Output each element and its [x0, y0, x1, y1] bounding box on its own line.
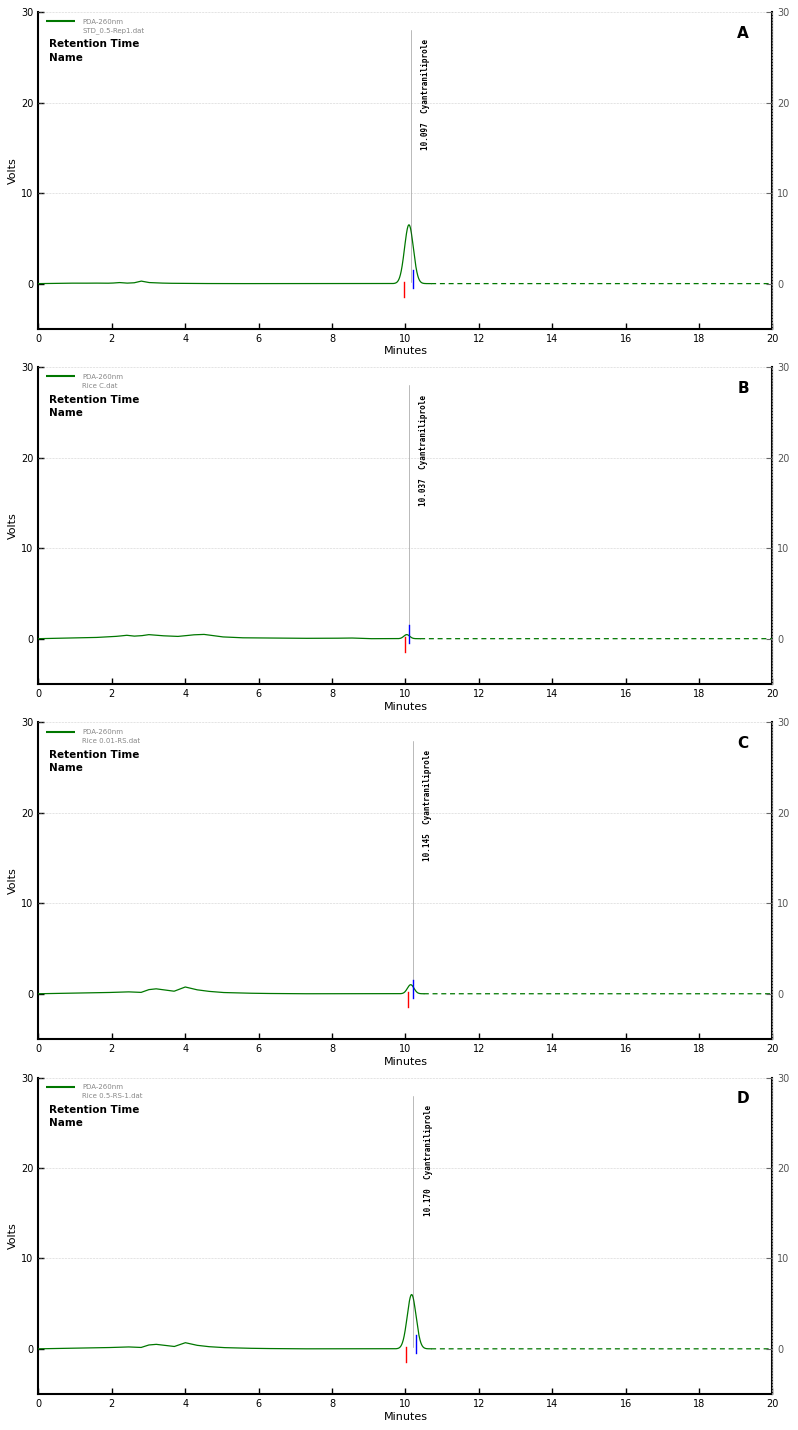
X-axis label: Minutes: Minutes	[383, 1411, 428, 1421]
Text: Name: Name	[49, 1118, 83, 1128]
X-axis label: Minutes: Minutes	[383, 1057, 428, 1067]
Text: Retention Time: Retention Time	[49, 40, 140, 50]
Text: Rice 0.5-RS-1.dat: Rice 0.5-RS-1.dat	[82, 1093, 143, 1098]
Text: Retention Time: Retention Time	[49, 1104, 140, 1114]
Text: PDA-260nm: PDA-260nm	[82, 1084, 124, 1090]
Text: Retention Time: Retention Time	[49, 395, 140, 405]
Text: Rice C.dat: Rice C.dat	[82, 383, 118, 389]
Text: PDA-260nm: PDA-260nm	[82, 729, 124, 735]
Y-axis label: Volts: Volts	[8, 157, 18, 184]
Text: PDA-260nm: PDA-260nm	[82, 373, 124, 380]
Text: PDA-260nm: PDA-260nm	[82, 19, 124, 24]
Y-axis label: Volts: Volts	[8, 868, 18, 894]
Text: Retention Time: Retention Time	[49, 749, 140, 759]
Text: 10.097  Cyantraniliprole: 10.097 Cyantraniliprole	[421, 40, 430, 150]
Text: B: B	[737, 380, 749, 396]
Text: C: C	[737, 736, 749, 751]
X-axis label: Minutes: Minutes	[383, 346, 428, 356]
Text: 10.145  Cyantraniliprole: 10.145 Cyantraniliprole	[423, 749, 432, 861]
Y-axis label: Volts: Volts	[8, 512, 18, 539]
Text: Name: Name	[49, 408, 83, 418]
Text: A: A	[737, 26, 749, 41]
Text: STD_0.5-Rep1.dat: STD_0.5-Rep1.dat	[82, 27, 144, 34]
Text: D: D	[737, 1091, 749, 1107]
Text: Name: Name	[49, 53, 83, 63]
Text: Name: Name	[49, 764, 83, 774]
Text: 10.037  Cyantraniliprole: 10.037 Cyantraniliprole	[419, 395, 428, 506]
Y-axis label: Volts: Volts	[8, 1223, 18, 1250]
Text: Rice 0.01-RS.dat: Rice 0.01-RS.dat	[82, 738, 140, 744]
Text: 10.170  Cyantraniliprole: 10.170 Cyantraniliprole	[424, 1104, 433, 1216]
X-axis label: Minutes: Minutes	[383, 702, 428, 712]
